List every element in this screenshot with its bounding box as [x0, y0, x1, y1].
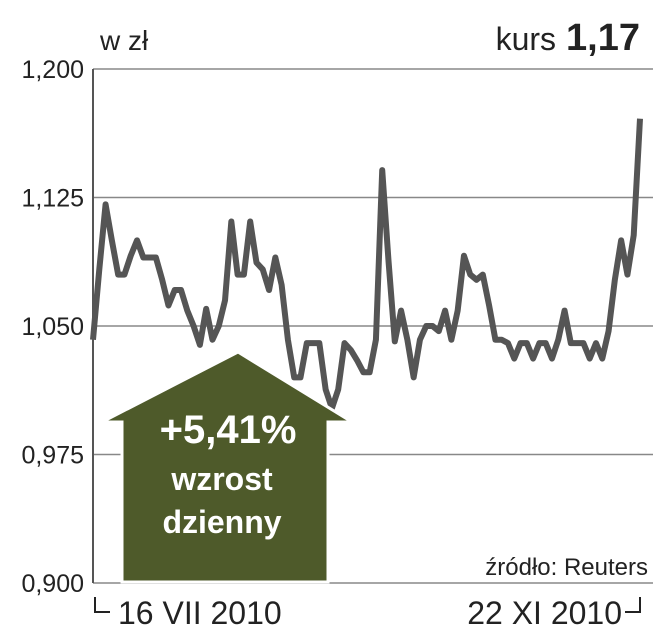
annotation-line: wzrost [170, 461, 273, 497]
unit-label: w zł [99, 25, 149, 56]
y-tick-label: 1,050 [21, 313, 84, 341]
price-line [90, 118, 643, 412]
y-tick-label: 0,900 [21, 570, 84, 598]
x-tick-label: 22 XI 2010 [467, 595, 622, 631]
annotation-line: dzienny [162, 504, 281, 540]
change: +5,41% [160, 408, 297, 452]
x-tick-label: 16 VII 2010 [118, 595, 282, 631]
headline-label: kurs [496, 21, 556, 57]
y-tick-label: 1,125 [21, 185, 84, 213]
y-tick-label: 1,200 [21, 56, 84, 84]
bracket [94, 597, 110, 613]
plot [90, 118, 643, 412]
bracket [625, 597, 641, 613]
arrow [101, 350, 358, 584]
headline-value: 1,17 [566, 17, 640, 59]
source: źródło: Reuters [485, 554, 648, 581]
headline: kurs 1,17 [496, 17, 640, 59]
y-tick-label: 0,975 [21, 442, 84, 470]
